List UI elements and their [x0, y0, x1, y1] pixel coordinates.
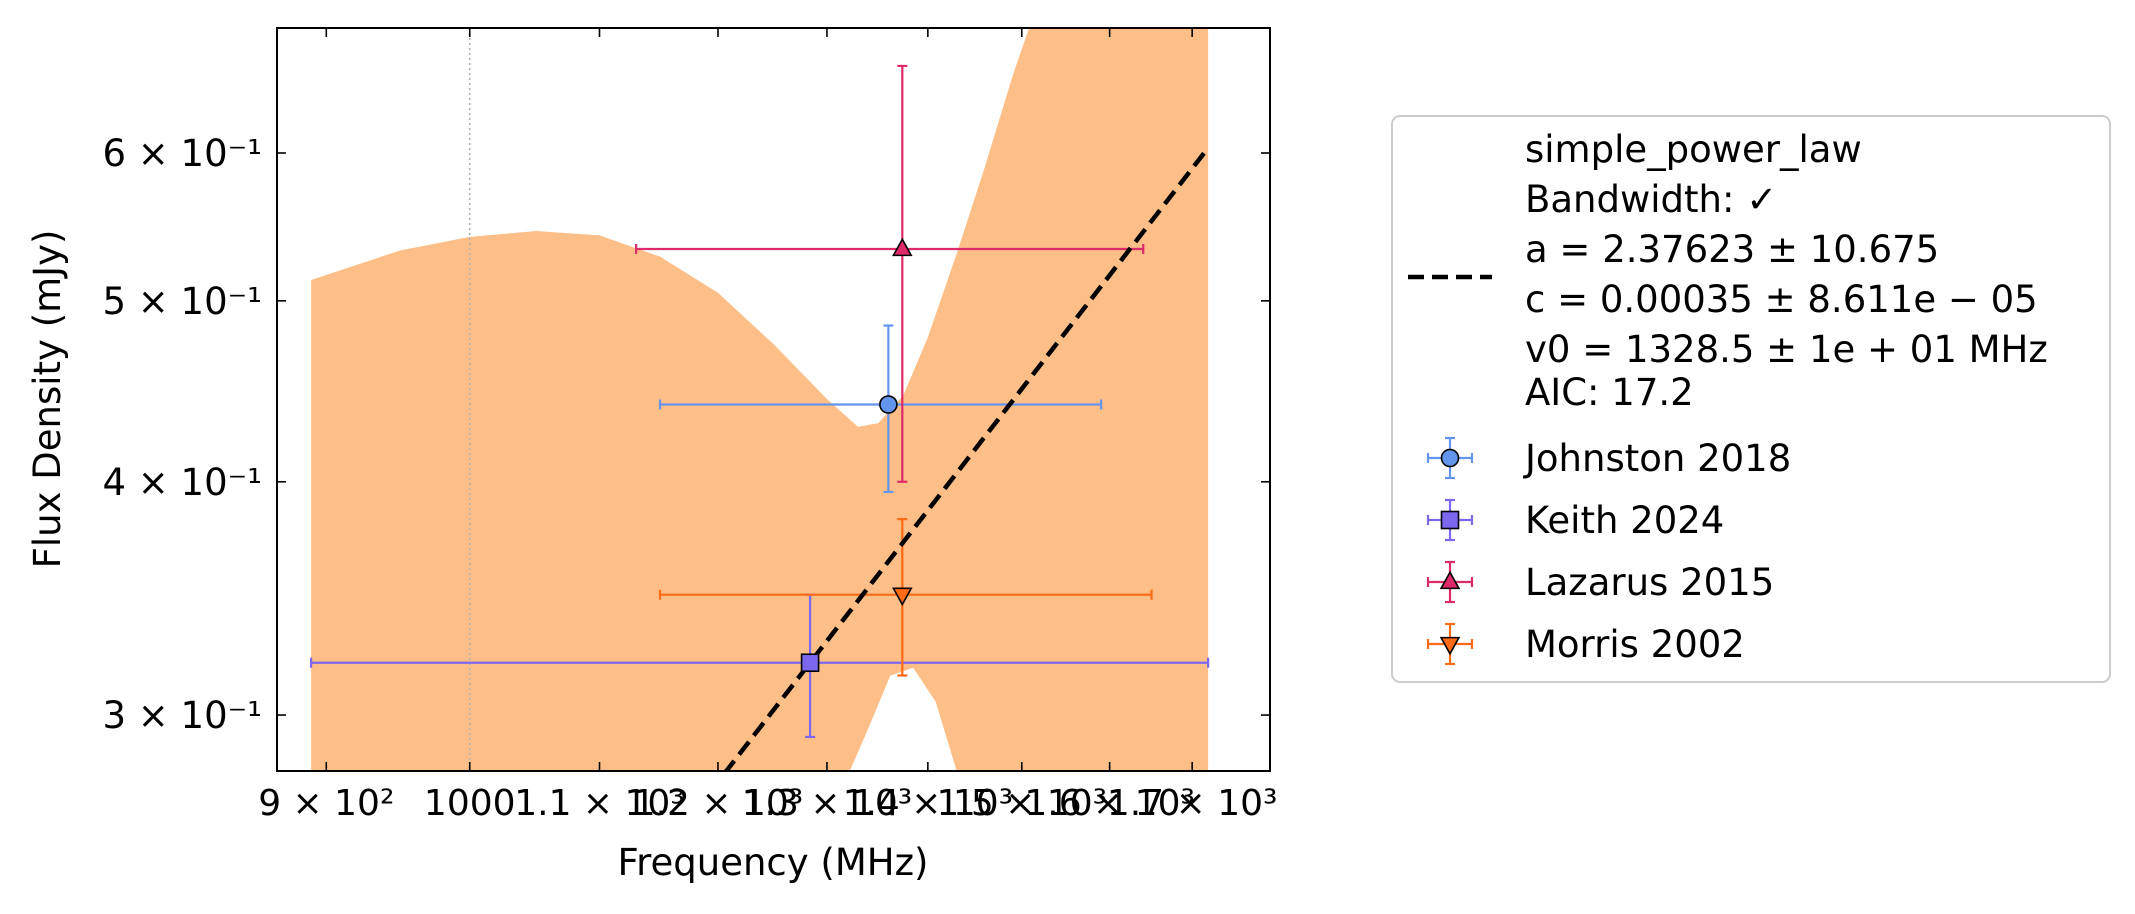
x-tick-label: 9 × 10² [258, 783, 394, 824]
legend-label-lazarus-2015: Lazarus 2015 [1525, 561, 1774, 604]
y-axis-ticks: 3 × 10⁻¹ 4 × 10⁻¹ 5 × 10⁻¹ 6 × 10⁻¹ [102, 132, 1270, 737]
power-law-fit-line [723, 151, 1206, 771]
legend-marker-keith-2024 [1440, 510, 1460, 530]
marker-morris-2002 [892, 587, 913, 607]
legend-model-text: simple_power_law Bandwidth: ✓ a = 2.3762… [1525, 128, 2060, 414]
y-tick-label: 6 × 10⁻¹ [102, 132, 262, 175]
x-tick-label: 1.6 × 10³ [1024, 783, 1195, 824]
legend-series-entries: Johnston 2018 Keith 2024 Lazarus 2015 Morri… [1426, 436, 1791, 666]
legend-label-keith-2024: Keith 2024 [1525, 499, 1724, 542]
legend-marker-lazarus-2015 [1439, 570, 1461, 590]
x-tick-label: 1000 [424, 783, 516, 824]
x-tick-label: 1.5 × 10³ [936, 783, 1107, 824]
y-tick-label: 4 × 10⁻¹ [102, 461, 262, 504]
legend-marker-morris-2002 [1439, 636, 1461, 656]
legend-label-johnston-2018: Johnston 2018 [1523, 437, 1791, 480]
plot-content [309, 28, 1210, 771]
y-tick-label: 5 × 10⁻¹ [102, 280, 262, 323]
legend-model-line: c = 0.00035 ± 8.611e − 05 [1525, 278, 2038, 321]
marker-lazarus-2015 [892, 237, 913, 257]
x-axis-label: Frequency (MHz) [618, 841, 929, 884]
marker-johnston-2018 [879, 395, 898, 414]
x-tick-label: 1.3 × 10³ [742, 783, 913, 824]
legend-label-morris-2002: Morris 2002 [1525, 623, 1745, 666]
x-tick-label: 1.1 × 10³ [514, 783, 685, 824]
legend-model-line: v0 = 1328.5 ± 1e + 01 MHz [1525, 328, 2048, 371]
legend-model-line: simple_power_law [1525, 128, 1862, 171]
y-axis-label: Flux Density (mJy) [26, 230, 69, 569]
legend-model-line: a = 2.37623 ± 10.675 [1525, 228, 1939, 271]
x-tick-label: 1.4 × 10³ [843, 783, 1014, 824]
plot-frame [276, 27, 1271, 772]
confidence-band [311, 28, 1209, 771]
marker-keith-2024 [800, 653, 820, 673]
x-tick-label: 1.7 × 10³ [1107, 783, 1278, 824]
legend-marker-johnston-2018 [1440, 448, 1460, 468]
legend-model-line: AIC: 17.2 [1525, 371, 1694, 414]
legend-model-line: Bandwidth: ✓ [1525, 178, 1777, 221]
y-tick-label: 3 × 10⁻¹ [102, 694, 262, 737]
x-tick-label: 1.2 × 10³ [633, 783, 804, 824]
errorbar-lazarus-2015 [635, 64, 1145, 483]
legend: simple_power_law Bandwidth: ✓ a = 2.3762… [1391, 115, 2111, 683]
data-markers [800, 237, 913, 673]
legend-box [1391, 115, 2111, 683]
